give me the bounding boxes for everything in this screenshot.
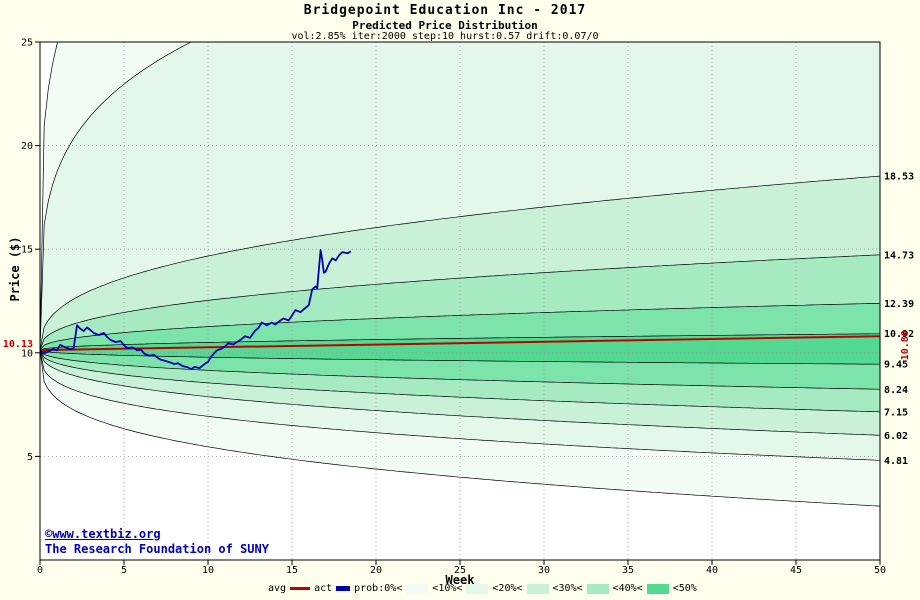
right-label-18.53: 18.53 [884,172,914,183]
right-label-14.73: 14.73 [884,250,914,261]
legend-threshold-40pct: <40%< [612,583,643,594]
legend-swatch-20pct [466,583,489,594]
x-tick-label: 40 [706,565,718,576]
right-label-6.02: 6.02 [884,431,908,442]
x-tick-label: 35 [622,565,634,576]
copyright-link[interactable]: ©www.textbiz.org [45,527,161,541]
band-boundary-upper-2 [40,254,880,351]
right-label-12.39: 12.39 [884,299,914,310]
band-boundary-lower-3 [40,349,880,436]
avg-end-label: 10.80 [900,330,911,360]
legend-threshold-30pct: <30%< [552,583,583,594]
x-tick-label: 25 [454,565,466,576]
right-label-10.92: 10.92 [884,329,914,340]
x-tick-label: 5 [121,565,127,576]
chart-subtitle: Predicted Price Distribution [352,19,538,32]
legend-act-swatch [336,586,351,591]
start-price-label: 10.13 [3,339,33,350]
right-label-9.45: 9.45 [884,360,908,371]
prob-band-0 [40,333,880,365]
legend: avg act prob:0%< <10%< <20%< <30%< <40%<… [268,583,697,594]
y-axis-label: Price ($) [8,236,22,302]
avg-line [40,335,880,352]
legend-swatch-30pct [526,583,549,594]
x-tick-label: 50 [874,565,886,576]
x-tick-label: 15 [286,565,298,576]
right-label-7.15: 7.15 [884,407,908,418]
x-tick-label: 10 [202,565,214,576]
right-label-8.24: 8.24 [884,385,908,396]
copyright-block: ©www.textbiz.org The Research Foundation… [45,527,269,557]
band-boundary-upper-4 [40,42,192,351]
y-tick-label: 20 [21,141,33,152]
band-boundary-upper-1 [40,302,880,351]
band-boundary-lower-0 [40,349,880,365]
legend-swatch-40pct [586,583,609,594]
legend-swatch-50pct [646,583,669,594]
legend-avg-swatch [290,587,311,590]
legend-prob-label: prob:0%< [354,583,403,594]
x-tick-label: 20 [370,565,382,576]
y-tick-label: 25 [21,38,33,49]
band-boundary-lower-5 [40,350,880,507]
legend-avg-label: avg [268,583,287,594]
band-boundary-lower-4 [40,350,880,461]
band-boundary-upper-0 [40,333,880,351]
x-tick-label: 0 [37,565,43,576]
y-tick-label: 10 [21,348,33,359]
simulation-params: vol:2.85% iter:2000 step:10 hurst:0.57 d… [291,31,599,42]
fan-chart-layers [40,42,880,560]
legend-threshold-20pct: <20%< [492,583,523,594]
actual-price-line [40,249,352,371]
copyright-org: The Research Foundation of SUNY [45,542,269,556]
x-tick-label: 45 [790,565,802,576]
chart-title: Bridgepoint Education Inc - 2017 [303,3,587,18]
axis-ticks-and-labels: 5 10 15 20 25 0 5 10 15 20 25 30 35 40 45 50 10.13 18.53 1… [3,38,914,577]
legend-threshold-10pct: <10%< [432,583,463,594]
band-boundary-upper-3 [40,175,880,351]
band-boundary-lower-1 [40,349,880,390]
right-label-4.81: 4.81 [884,456,908,467]
x-tick-label: 30 [538,565,550,576]
legend-act-label: act [314,583,333,594]
y-tick-label: 15 [21,245,33,256]
band-boundary-lower-2 [40,349,880,413]
y-tick-label: 5 [27,452,33,463]
legend-threshold-50pct: <50% [672,583,697,594]
legend-swatch-10pct [406,583,429,594]
